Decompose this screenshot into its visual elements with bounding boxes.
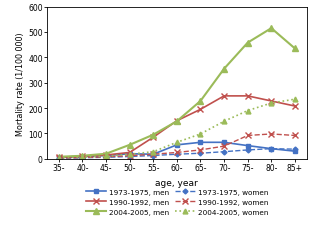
2004-2005, men — [269, 27, 273, 30]
1990-1992, men — [128, 151, 131, 154]
X-axis label: age, year: age, year — [156, 178, 198, 187]
1990-1992, women — [104, 156, 108, 159]
1973-1975, men — [57, 156, 61, 160]
2004-2005, women — [198, 133, 202, 136]
1973-1975, women — [104, 156, 108, 159]
2004-2005, men — [57, 156, 61, 159]
1973-1975, men — [293, 150, 297, 153]
1973-1975, women — [128, 155, 131, 159]
1973-1975, women — [198, 152, 202, 155]
1990-1992, men — [293, 105, 297, 108]
1990-1992, women — [151, 153, 155, 156]
1990-1992, women — [246, 134, 249, 137]
1973-1975, women — [269, 148, 273, 151]
2004-2005, women — [175, 141, 179, 144]
1973-1975, men — [222, 141, 226, 144]
2004-2005, men — [128, 144, 131, 147]
2004-2005, men — [104, 153, 108, 156]
Line: 1990-1992, men: 1990-1992, men — [56, 94, 298, 161]
1990-1992, women — [198, 149, 202, 152]
1990-1992, women — [222, 145, 226, 148]
1973-1975, men — [198, 141, 202, 144]
1990-1992, men — [80, 155, 84, 158]
Line: 2004-2005, men: 2004-2005, men — [56, 26, 298, 160]
1973-1975, men — [175, 144, 179, 147]
1990-1992, women — [80, 156, 84, 160]
Legend: 1973-1975, men, 1990-1992, men, 2004-2005, men, 1973-1975, women, 1990-1992, wom: 1973-1975, men, 1990-1992, men, 2004-200… — [83, 186, 271, 218]
1990-1992, women — [128, 155, 131, 158]
2004-2005, women — [151, 151, 155, 154]
1973-1975, women — [293, 148, 297, 151]
Line: 1973-1975, women: 1973-1975, women — [57, 147, 297, 160]
1990-1992, men — [175, 120, 179, 123]
1990-1992, men — [104, 154, 108, 157]
1990-1992, men — [246, 95, 249, 98]
1973-1975, women — [151, 154, 155, 158]
2004-2005, men — [246, 42, 249, 45]
1973-1975, men — [151, 153, 155, 156]
2004-2005, women — [293, 98, 297, 101]
2004-2005, men — [293, 48, 297, 51]
2004-2005, men — [151, 134, 155, 137]
1973-1975, women — [57, 157, 61, 160]
1973-1975, men — [128, 153, 131, 156]
1973-1975, men — [269, 148, 273, 151]
2004-2005, women — [57, 157, 61, 160]
1973-1975, women — [80, 157, 84, 160]
1990-1992, men — [198, 108, 202, 111]
1973-1975, women — [175, 153, 179, 156]
2004-2005, women — [246, 110, 249, 113]
1990-1992, men — [151, 136, 155, 139]
1973-1975, men — [246, 144, 249, 147]
2004-2005, men — [198, 100, 202, 103]
1973-1975, men — [80, 156, 84, 159]
1973-1975, men — [104, 154, 108, 158]
2004-2005, women — [269, 102, 273, 105]
Line: 1973-1975, men: 1973-1975, men — [57, 141, 297, 160]
Line: 2004-2005, women: 2004-2005, women — [56, 97, 297, 161]
1973-1975, women — [246, 149, 249, 152]
2004-2005, women — [128, 153, 131, 156]
1990-1992, women — [57, 157, 61, 160]
2004-2005, women — [80, 156, 84, 159]
1973-1975, women — [222, 151, 226, 154]
1990-1992, women — [175, 151, 179, 154]
1990-1992, women — [293, 134, 297, 137]
2004-2005, men — [80, 155, 84, 158]
2004-2005, men — [222, 68, 226, 71]
1990-1992, men — [57, 156, 61, 159]
Y-axis label: Mortality rate (1/100 000): Mortality rate (1/100 000) — [16, 32, 25, 135]
1990-1992, men — [269, 100, 273, 103]
2004-2005, women — [222, 120, 226, 123]
1990-1992, men — [222, 95, 226, 98]
Line: 1990-1992, women: 1990-1992, women — [56, 132, 298, 161]
2004-2005, men — [175, 120, 179, 123]
2004-2005, women — [104, 155, 108, 158]
1990-1992, women — [269, 133, 273, 136]
